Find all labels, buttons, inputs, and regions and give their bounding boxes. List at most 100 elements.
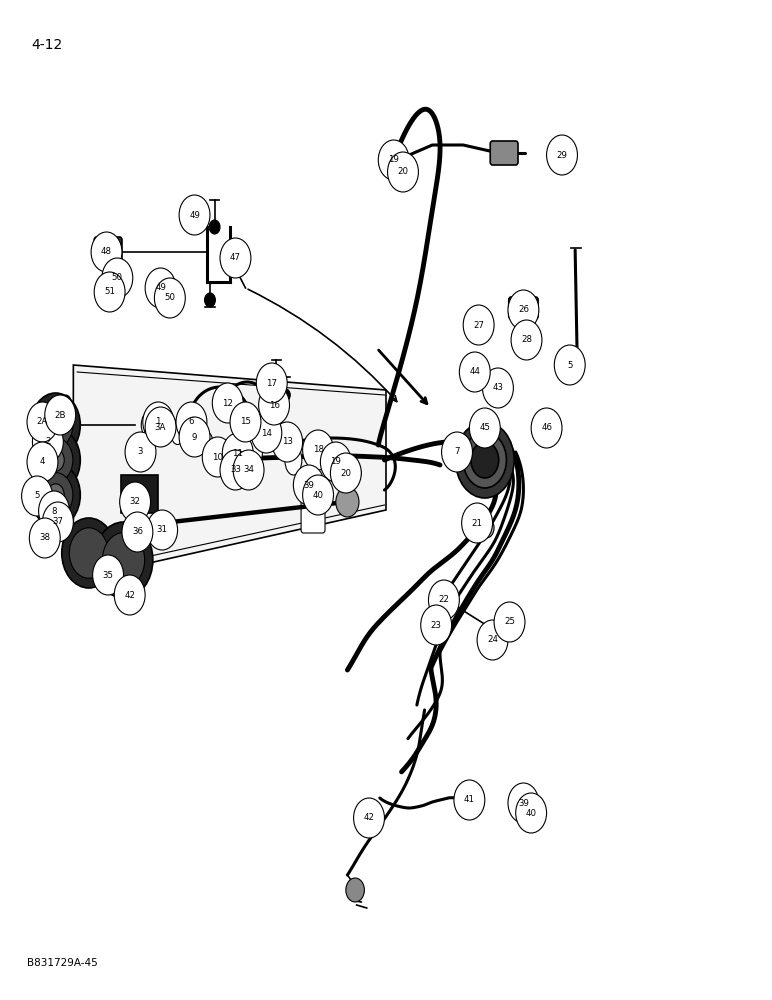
Circle shape: [215, 446, 225, 458]
Text: 34: 34: [243, 466, 254, 475]
Circle shape: [235, 442, 244, 454]
Circle shape: [230, 402, 261, 442]
Text: 5: 5: [34, 491, 40, 500]
Circle shape: [336, 487, 359, 517]
Circle shape: [60, 395, 71, 409]
Circle shape: [303, 430, 334, 470]
Circle shape: [554, 345, 585, 385]
Circle shape: [205, 293, 215, 307]
Text: 3: 3: [137, 448, 144, 456]
Circle shape: [384, 150, 399, 170]
Circle shape: [442, 432, 472, 472]
Text: 39: 39: [303, 481, 314, 489]
Text: 16: 16: [269, 400, 279, 410]
Circle shape: [40, 530, 52, 546]
Circle shape: [260, 423, 268, 433]
Ellipse shape: [201, 432, 212, 452]
Circle shape: [39, 473, 73, 517]
Circle shape: [428, 580, 459, 620]
Circle shape: [39, 438, 73, 482]
Circle shape: [145, 407, 176, 447]
Circle shape: [53, 511, 67, 529]
Circle shape: [143, 402, 174, 442]
Circle shape: [45, 395, 76, 435]
Circle shape: [256, 363, 287, 403]
Text: 2A: 2A: [37, 418, 48, 426]
Text: 24: 24: [487, 636, 498, 645]
Circle shape: [341, 459, 350, 471]
Text: 13: 13: [282, 438, 293, 446]
Circle shape: [114, 575, 145, 615]
Circle shape: [459, 352, 490, 392]
FancyBboxPatch shape: [301, 479, 325, 533]
Text: 51: 51: [104, 288, 115, 296]
Text: 42: 42: [124, 590, 135, 599]
Circle shape: [145, 268, 176, 308]
FancyBboxPatch shape: [94, 237, 122, 261]
Circle shape: [346, 878, 364, 902]
Circle shape: [229, 459, 238, 471]
Text: 10: 10: [212, 452, 223, 462]
Text: 3A: 3A: [155, 422, 166, 432]
Circle shape: [42, 502, 73, 542]
Text: 35: 35: [103, 570, 113, 580]
Text: 20: 20: [340, 468, 351, 478]
Text: 43: 43: [493, 383, 503, 392]
Text: 2B: 2B: [55, 410, 66, 420]
Circle shape: [531, 408, 562, 448]
Text: 18: 18: [313, 446, 323, 454]
Circle shape: [320, 447, 329, 459]
Circle shape: [222, 433, 253, 473]
Text: 32: 32: [130, 497, 141, 506]
Text: B831729A-45: B831729A-45: [27, 958, 98, 968]
Circle shape: [495, 386, 506, 400]
Circle shape: [476, 322, 489, 338]
Circle shape: [241, 460, 250, 472]
Circle shape: [547, 135, 577, 175]
Circle shape: [482, 368, 513, 408]
Circle shape: [31, 463, 80, 527]
Text: 46: 46: [541, 424, 552, 432]
Text: 27: 27: [473, 320, 484, 330]
Circle shape: [516, 793, 547, 833]
Circle shape: [47, 484, 64, 506]
Text: 2: 2: [45, 438, 51, 446]
Circle shape: [454, 780, 485, 820]
Text: 22: 22: [438, 595, 449, 604]
Circle shape: [488, 624, 500, 640]
Circle shape: [202, 437, 233, 477]
Text: 11: 11: [232, 448, 243, 458]
Circle shape: [22, 476, 52, 516]
Circle shape: [220, 238, 251, 278]
Circle shape: [327, 451, 337, 463]
Text: 31: 31: [157, 526, 168, 534]
Text: 42: 42: [364, 814, 374, 822]
Circle shape: [93, 555, 124, 595]
Text: 50: 50: [112, 273, 123, 282]
Circle shape: [94, 522, 153, 598]
Text: 50: 50: [164, 294, 175, 302]
Text: 28: 28: [521, 336, 532, 344]
Text: 17: 17: [266, 378, 277, 387]
Circle shape: [320, 442, 351, 482]
Circle shape: [523, 335, 534, 349]
Text: 33: 33: [230, 466, 241, 475]
Circle shape: [259, 385, 290, 425]
Circle shape: [176, 402, 207, 442]
Circle shape: [47, 403, 58, 417]
Circle shape: [494, 602, 525, 642]
Ellipse shape: [141, 412, 155, 438]
Circle shape: [471, 442, 499, 478]
Ellipse shape: [285, 445, 302, 475]
Circle shape: [462, 503, 493, 543]
Text: 19: 19: [330, 458, 341, 466]
Circle shape: [102, 258, 133, 298]
Circle shape: [354, 798, 384, 838]
FancyBboxPatch shape: [121, 475, 158, 513]
Circle shape: [477, 620, 508, 660]
Text: 9: 9: [192, 432, 197, 442]
Polygon shape: [73, 365, 386, 580]
FancyBboxPatch shape: [279, 433, 297, 453]
Circle shape: [47, 449, 64, 471]
Circle shape: [272, 422, 303, 462]
